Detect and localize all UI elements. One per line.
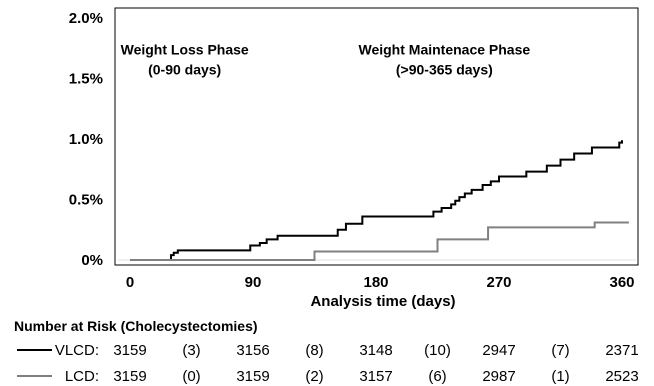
risk-cell: 2947 — [482, 342, 515, 359]
risk-cell: 3156 — [236, 342, 269, 359]
phase-annotation: Weight Loss Phase — [121, 41, 249, 57]
phase-annotation: (0-90 days) — [148, 61, 221, 77]
series-line-lcd — [130, 221, 629, 261]
risk-table-title: Number at Risk (Cholecystectomies) — [14, 318, 258, 334]
risk-cell: (0) — [182, 368, 200, 385]
risk-cell: (7) — [551, 342, 569, 359]
risk-cell: 3159 — [113, 342, 146, 359]
risk-row-label: VLCD: — [55, 342, 99, 359]
risk-cell: (6) — [428, 368, 446, 385]
y-tick-label: 2.0% — [69, 10, 103, 27]
y-tick-label: 1.5% — [69, 71, 103, 88]
y-tick-label: 1.0% — [69, 131, 103, 148]
risk-cell: 3159 — [236, 368, 269, 385]
risk-cell: 2987 — [482, 368, 515, 385]
x-axis-title: Analysis time (days) — [310, 293, 455, 310]
y-tick-label: 0.5% — [69, 192, 103, 209]
x-tick-label: 90 — [245, 274, 262, 291]
risk-row-label: LCD: — [65, 368, 99, 385]
plot-frame — [114, 7, 639, 266]
annotations: Weight Loss Phase (0-90 days) Weight Maint… — [121, 41, 531, 77]
phase-annotation: (>90-365 days) — [396, 61, 493, 77]
phase-annotation: Weight Maintenace Phase — [358, 41, 530, 57]
x-tick-label: 180 — [363, 274, 388, 291]
x-tick-label: 360 — [609, 274, 634, 291]
risk-cell: (1) — [551, 368, 569, 385]
x-axis: 0 90 180 270 360 — [126, 274, 635, 291]
y-axis: 0% 0.5% 1.0% 1.5% 2.0% — [69, 10, 103, 269]
y-tick-label: 0% — [81, 252, 103, 269]
risk-cell: (8) — [305, 342, 323, 359]
series-layer — [130, 140, 629, 261]
x-tick-label: 270 — [486, 274, 511, 291]
risk-cell: 3148 — [359, 342, 392, 359]
risk-cell: 3157 — [359, 368, 392, 385]
risk-cell: (2) — [305, 368, 323, 385]
risk-cell: 3159 — [113, 368, 146, 385]
x-tick-label: 0 — [126, 274, 134, 291]
risk-cell: (10) — [424, 342, 451, 359]
risk-cell: 2523 — [605, 368, 638, 385]
risk-cell: (3) — [182, 342, 200, 359]
risk-table: VLCD: 3159 (3) 3156 (8) 3148 (10) 2947 (7) 2371 LC… — [17, 342, 639, 385]
series-line-vlcd — [130, 140, 623, 261]
risk-cell: 2371 — [605, 342, 638, 359]
